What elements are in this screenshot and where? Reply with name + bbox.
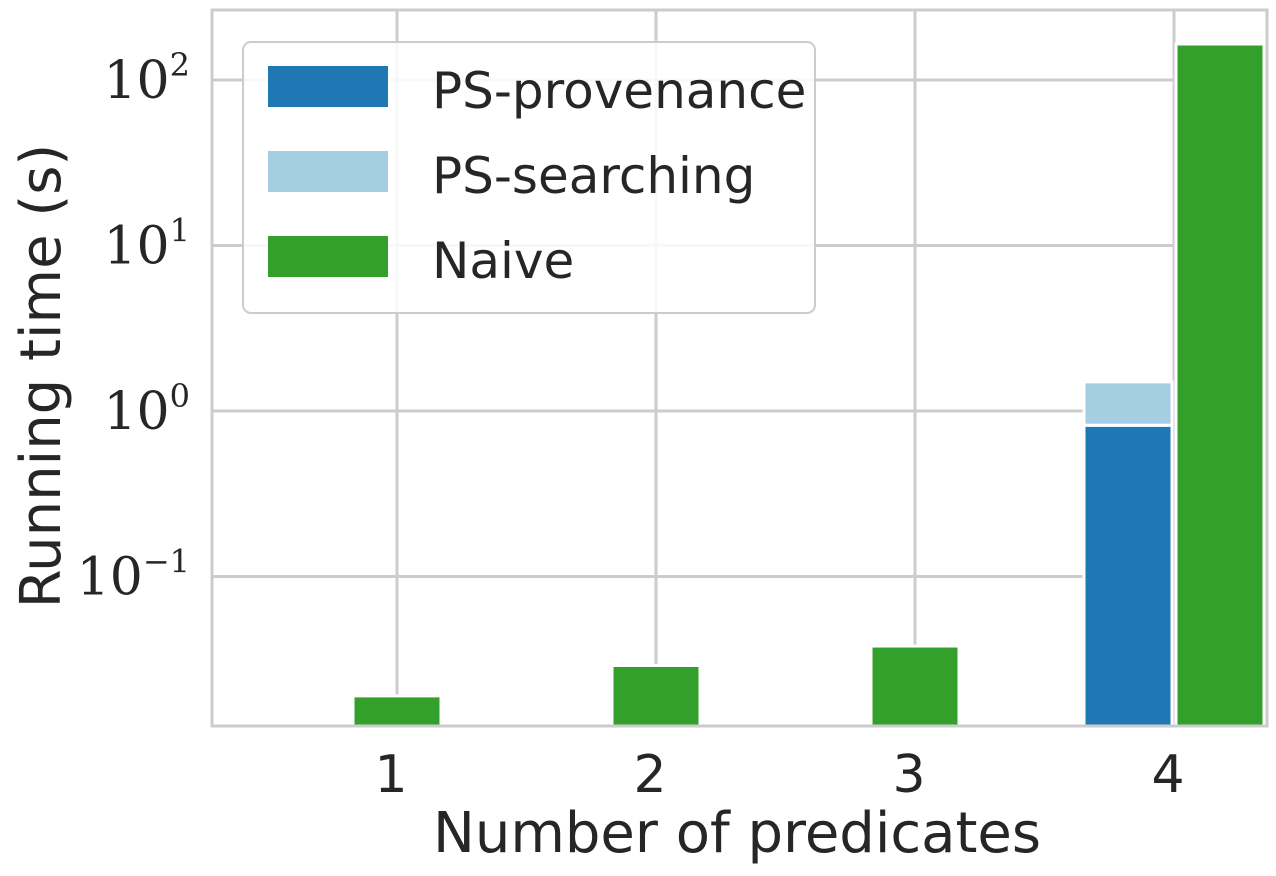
x-axis-title: Number of predicates (433, 801, 1041, 866)
legend: PS-provenance PS-searching Naive (242, 41, 816, 314)
y-tick-label: 100 (103, 377, 190, 442)
bar-ps-provenance-4 (1082, 423, 1174, 728)
bar-naive-1 (351, 694, 443, 728)
bar-ps-searching-4 (1082, 380, 1174, 427)
legend-label-ps-provenance: PS-provenance (432, 62, 806, 120)
plot-frame (210, 8, 1269, 728)
y-tick-labels: 10−1 100 101 102 (77, 46, 190, 608)
bars (351, 42, 1266, 728)
y-tick-label: 101 (103, 212, 190, 277)
legend-swatch-naive (268, 236, 388, 277)
legend-label-ps-searching: PS-searching (432, 147, 755, 205)
x-tick-label: 2 (633, 745, 666, 805)
y-tick-label: 102 (103, 46, 190, 111)
bar-naive-2 (610, 663, 702, 728)
x-tick-labels: 1 2 3 4 (374, 745, 1184, 805)
x-tick-label: 4 (1151, 745, 1184, 805)
bar-naive-4 (1174, 42, 1266, 728)
x-tick-label: 3 (892, 745, 925, 805)
x-tick-label: 1 (374, 745, 407, 805)
bar-naive-3 (869, 644, 961, 728)
legend-label-naive: Naive (432, 232, 574, 290)
legend-swatch-ps-searching (268, 151, 388, 192)
y-axis-title: Running time (s) (9, 144, 74, 608)
legend-swatch-ps-provenance (268, 66, 388, 107)
y-tick-label: 10−1 (77, 543, 190, 608)
